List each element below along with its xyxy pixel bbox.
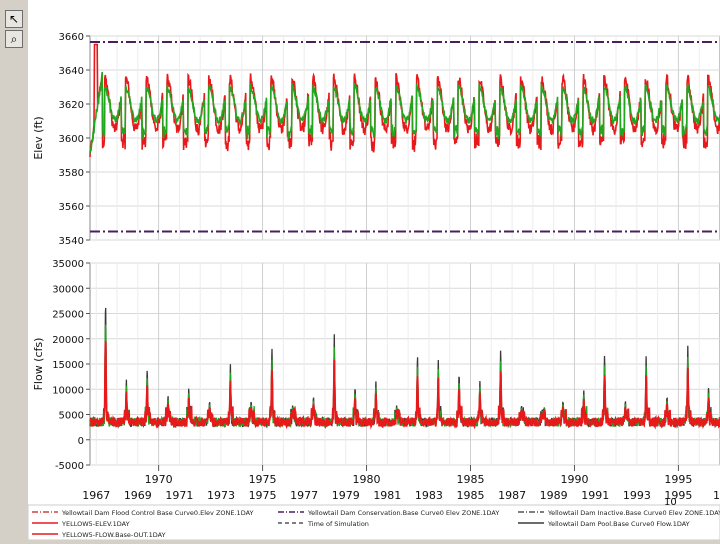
- flow-ytick-label: -5000: [55, 461, 84, 472]
- flow-ytick-label: 30000: [52, 284, 84, 295]
- xtick-minor-label: 1991: [581, 489, 609, 502]
- xtick-major-label: 1975: [249, 473, 277, 486]
- legend-label: Yellowtail Dam Pool.Base Curve0 Flow.1DA…: [547, 520, 690, 528]
- elev-ytick-label: 3660: [59, 32, 84, 43]
- arrow-pointer-icon: ↖: [8, 12, 20, 26]
- elev-ytick-label: 3580: [59, 168, 84, 179]
- xtick-minor-label: 1975: [249, 489, 277, 502]
- flow-ylabel: Flow (cfs): [32, 338, 45, 391]
- xtick-minor-label: 1967: [82, 489, 110, 502]
- pointer-tool-button[interactable]: ↖: [5, 10, 23, 28]
- xtick-minor-label: 1983: [415, 489, 443, 502]
- xtick-minor-label: 1995: [664, 489, 692, 502]
- elev-ytick-label: 3560: [59, 202, 84, 213]
- xtick-minor-label: 1971: [165, 489, 193, 502]
- flow-ytick-label: 10000: [52, 385, 84, 396]
- xtick-minor-label: 1987: [498, 489, 526, 502]
- legend-label: Yellowtail Dam Flood Control Base Curve0…: [61, 509, 254, 517]
- legend-label: Yellowtail Dam Inactive.Base Curve0 Elev…: [547, 509, 720, 517]
- xtick-minor-label: 1969: [124, 489, 152, 502]
- xtick-minor-label: 1979: [332, 489, 360, 502]
- page-number: 10: [664, 497, 677, 508]
- legend-label: YELLOW5-ELEV.1DAY: [61, 520, 130, 528]
- xtick-minor-label: 19: [713, 489, 720, 502]
- magnifier-icon: ⌕: [10, 31, 18, 46]
- elev-ytick-label: 3540: [59, 236, 84, 247]
- legend-label: Time of Simulation: [307, 520, 369, 528]
- flow-ytick-label: 5000: [59, 411, 84, 422]
- flow-ytick-label: 0: [78, 436, 84, 447]
- xtick-minor-label: 1989: [540, 489, 568, 502]
- legend-label: Yellowtail Dam Conservation.Base Curve0 …: [307, 509, 499, 517]
- xtick-minor-label: 1977: [290, 489, 318, 502]
- flow-ytick-label: 35000: [52, 259, 84, 270]
- legend-label: YELLOW5-FLOW.Base-OUT.1DAY: [61, 531, 166, 539]
- xtick-minor-label: 1973: [207, 489, 235, 502]
- elev-ytick-label: 3620: [59, 100, 84, 111]
- elev-series-green-elevation: [89, 71, 720, 153]
- elev-ytick-label: 3600: [59, 134, 84, 145]
- xtick-major-label: 1990: [560, 473, 588, 486]
- elev-ylabel: Elev (ft): [32, 116, 45, 159]
- flow-series-red-flow: [89, 341, 720, 430]
- elev-ytick-label: 3640: [59, 66, 84, 77]
- chart-area: 3540 3560 3580 3600 3620 3640 3660 Elev (ft) -50…: [27, 0, 720, 541]
- legend-box: [27, 504, 720, 541]
- xtick-minor-label: 1993: [623, 489, 651, 502]
- zoom-tool-button[interactable]: ⌕: [5, 30, 23, 48]
- flow-ytick-label: 20000: [52, 335, 84, 346]
- xtick-major-label: 1995: [664, 473, 692, 486]
- tool-palette: ↖ ⌕: [2, 6, 24, 536]
- xtick-minor-label: 1981: [373, 489, 401, 502]
- xtick-minor-label: 1985: [456, 489, 484, 502]
- xtick-major-label: 1970: [145, 473, 173, 486]
- chart-svg: 3540 3560 3580 3600 3620 3640 3660 Elev (ft) -50…: [27, 32, 720, 541]
- flow-ytick-label: 25000: [52, 310, 84, 321]
- xtick-major-label: 1985: [456, 473, 484, 486]
- xtick-major-label: 1980: [353, 473, 381, 486]
- flow-ytick-label: 15000: [52, 360, 84, 371]
